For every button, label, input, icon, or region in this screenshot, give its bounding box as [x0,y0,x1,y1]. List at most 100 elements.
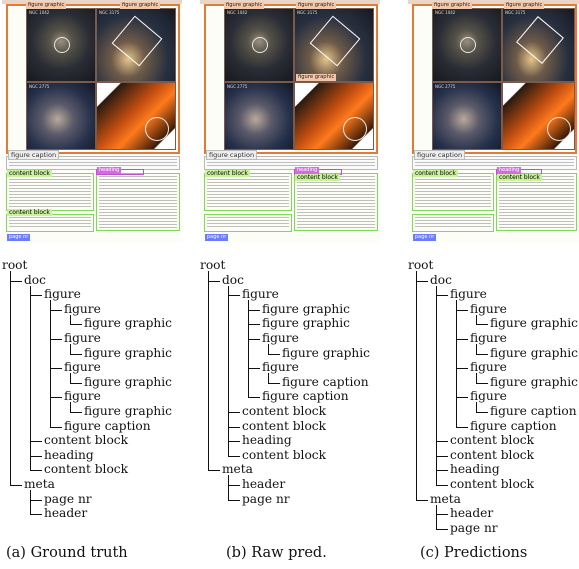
heading-tag: heading [497,167,522,174]
photo-label: NGC 3175 [297,10,318,15]
tree-connector [30,514,42,516]
tree-node: figure [470,389,507,404]
tree-connector [476,353,488,355]
subfigure-caption: (a) Ground truth [6,545,128,561]
tree-node: figure [262,360,299,375]
figure-graphic-tag: figure graphic [504,2,545,9]
tree-node: content block [450,477,534,491]
tree-node: header [44,506,88,521]
tree-connector [228,426,240,428]
tree-connector [30,441,42,443]
tree-node: page nr [450,520,498,535]
tree-node: root [2,258,28,272]
tree-connector [476,373,477,383]
tree-node: content block [44,462,128,477]
tree-node: content block [450,447,534,462]
galaxy-image: NGC 3175 [502,8,575,82]
galaxy-image [294,82,374,150]
tree-node: figure graphic [490,374,578,389]
tree-connector [436,441,448,443]
tree-connector [10,280,22,282]
heading-tag: heading [97,167,122,174]
tree-node: meta [430,491,461,506]
tree-connector [30,295,42,297]
content-block-tag: content block [7,170,52,177]
heading-tag: heading [295,167,320,174]
tree-node: figure [470,301,507,316]
tree-connector [436,504,437,529]
figure-region [6,4,180,154]
tree-node: figure caption [282,374,369,389]
tree-connector [30,470,42,472]
tree-connector [228,295,240,297]
tree-node: root [408,258,434,272]
tree-connector [70,324,82,326]
figure-region [412,4,577,154]
tree-connector [30,490,31,515]
ring-marker [54,37,70,53]
tree-connector [416,499,428,501]
content-block-region [412,173,494,211]
square-marker [309,15,361,67]
tree-node: content block [242,404,326,418]
photo-label: NGC 2775 [227,84,248,89]
tree-connector [208,271,209,471]
tree-connector [436,285,437,485]
tree-connector [50,368,62,370]
figure-caption-tag: figure caption [8,150,60,160]
tree-connector [476,382,488,384]
tree-node: figure graphic [282,345,370,360]
content-block-region [294,173,378,231]
tree-node: figure graphic [84,316,172,331]
content-block-region [204,214,292,232]
tree-node: figure [470,360,507,375]
tree-connector [30,455,42,457]
tree-connector [268,344,269,354]
tree-node: figure [64,331,101,345]
tree-connector [436,528,448,530]
tree-connector [228,412,240,413]
ring-marker [252,37,268,53]
figure-graphic-tag: figure graphic [224,2,265,9]
photo-label: NGC 1042 [435,10,456,15]
content-block-region [96,173,180,231]
page-header-strip [408,0,579,4]
tree-node: figure graphic [84,404,172,418]
tree-node: header [450,506,494,521]
content-block-region [6,173,94,211]
photo-label: NGC 2775 [29,84,50,89]
tree-connector [416,271,417,500]
tree-connector [10,485,22,486]
tree-node: meta [222,462,253,477]
ring-marker [547,117,571,141]
galaxy-image: NGC 2775 [224,82,294,150]
tree-node: figure [242,287,279,302]
tree-node: content block [44,433,128,448]
content-block-region [204,173,292,211]
tree-node: figure graphic [490,345,578,360]
tree-connector [436,295,448,297]
tree-node: heading [450,462,500,477]
content-block-region [496,173,577,231]
ring-marker [145,117,169,141]
tree-connector [476,314,477,325]
photo-label: NGC 3175 [99,10,120,15]
tree-node: meta [24,477,55,491]
tree-connector [70,402,71,412]
galaxy-image [96,82,176,150]
tree-connector [476,344,477,354]
tree-node: heading [242,433,292,448]
tree-node: content block [450,433,534,448]
tree-connector [248,300,249,398]
tree-node: heading [44,447,94,462]
tree-connector [228,441,240,443]
tree-node: doc [430,272,452,287]
figure-graphic-tag: figure graphic [296,74,337,81]
galaxy-image [502,82,575,150]
tree-node: figure graphic [84,374,172,389]
galaxy-image: NGC 1042 [224,8,294,82]
tree-connector [50,339,62,340]
square-marker [111,15,163,67]
tree-node: figure caption [262,389,349,404]
tree-node: content block [242,447,326,462]
